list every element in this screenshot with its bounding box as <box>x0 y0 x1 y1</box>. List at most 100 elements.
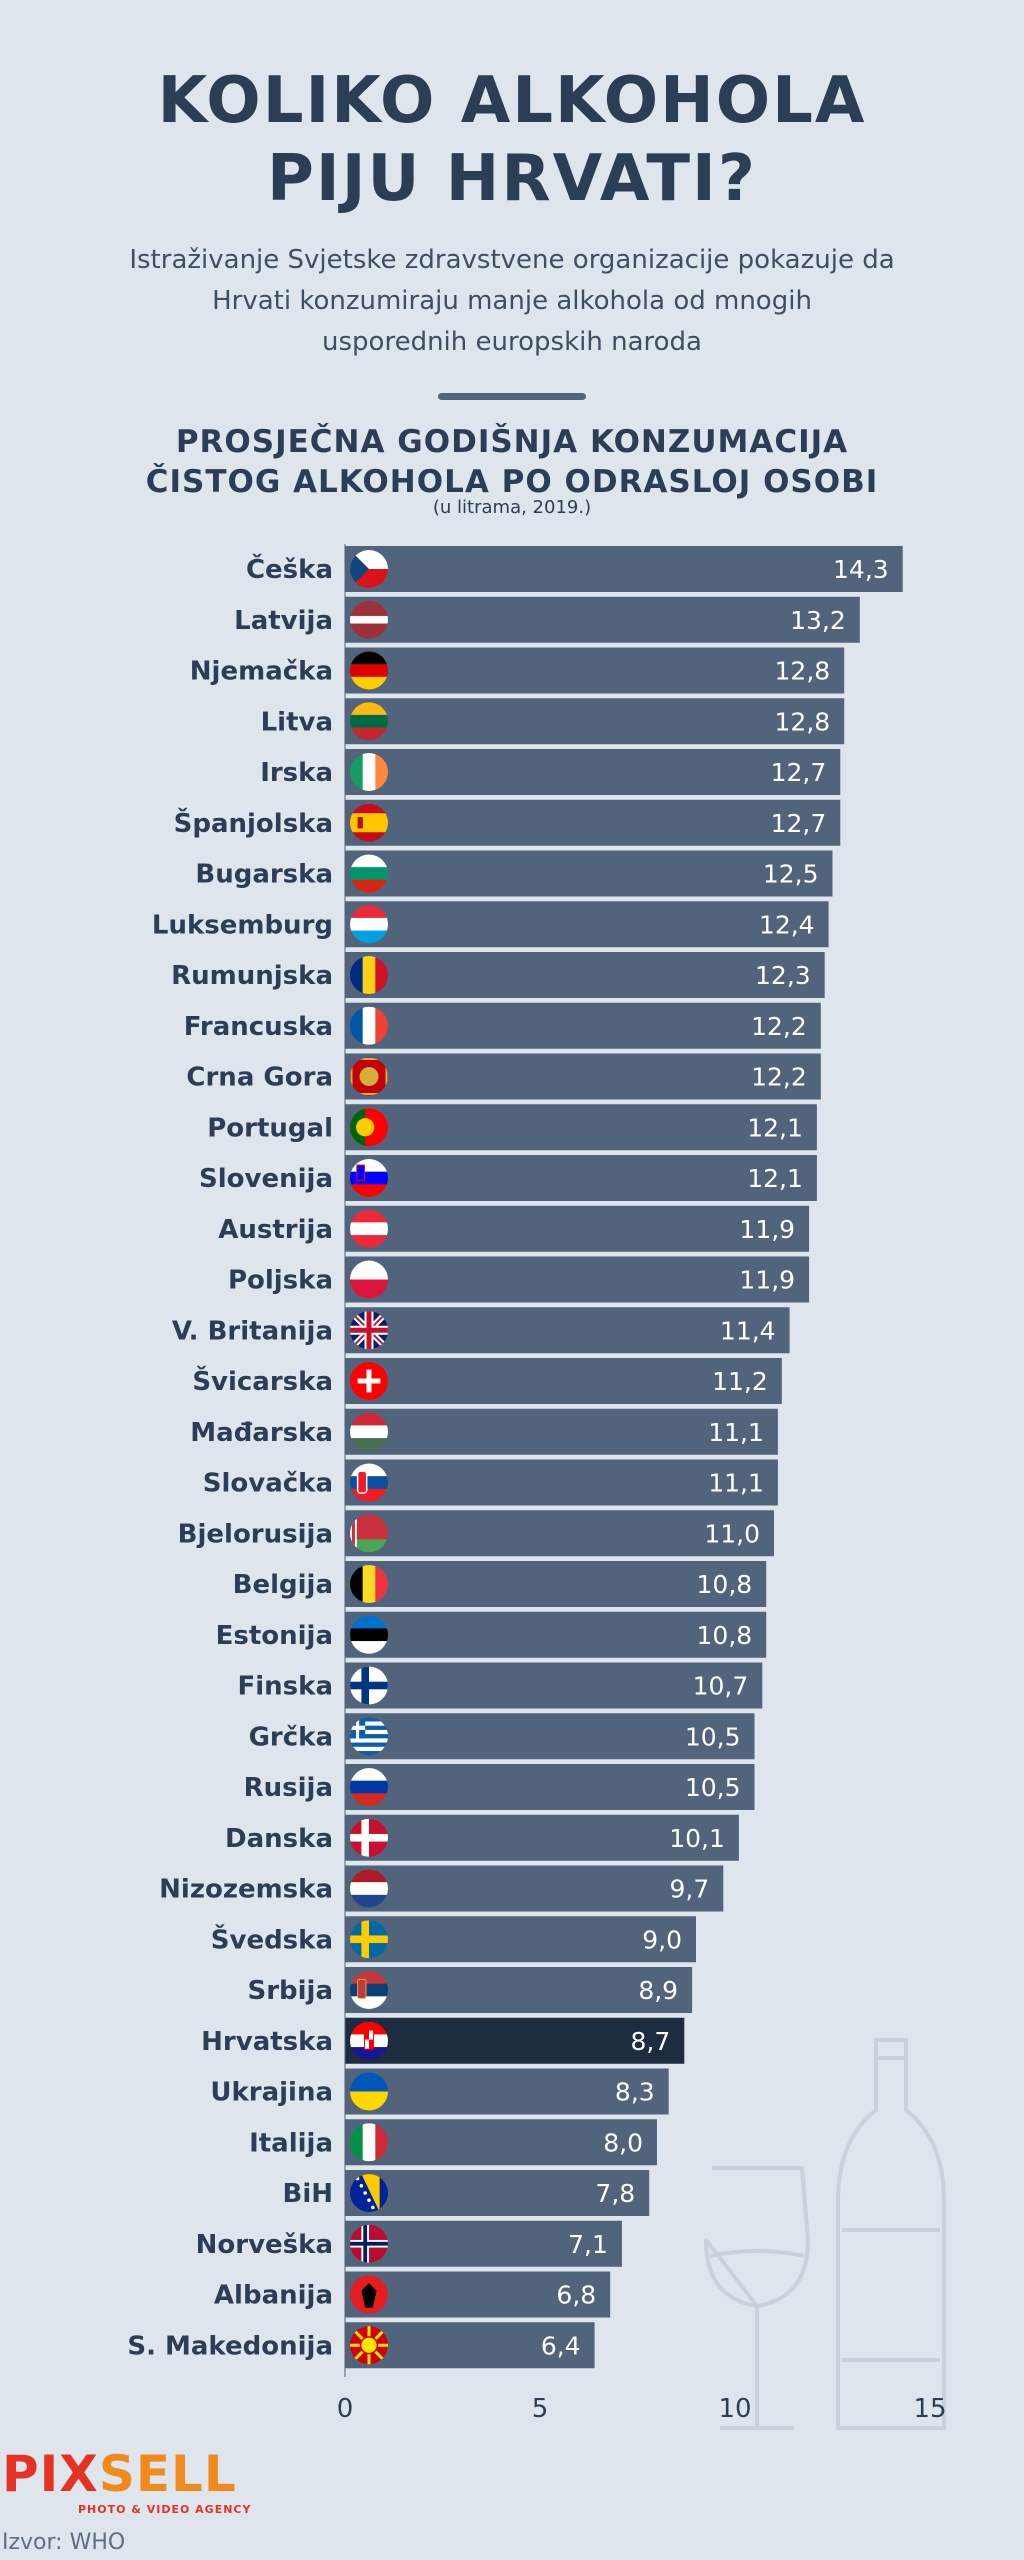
category-label: Bjelorusija <box>178 1519 333 1549</box>
value-label: 9,0 <box>642 1925 682 1954</box>
flag-si-icon <box>350 1159 388 1197</box>
bar-row: Slovenija 12,1 <box>199 1155 817 1201</box>
bar-row: Češka 14,3 <box>246 546 903 592</box>
bar-row: Luksemburg 12,4 <box>152 901 829 948</box>
bar-row: Poljska 11,9 <box>228 1256 810 1303</box>
x-tick-label: 10 <box>718 2394 751 2424</box>
value-label: 11,9 <box>739 1215 795 1244</box>
bar <box>345 1205 810 1252</box>
category-label: Ukrajina <box>210 2078 333 2108</box>
bar <box>345 2220 622 2267</box>
value-label: 11,2 <box>712 1367 768 1396</box>
chart-title: PROSJEČNA GODIŠNJA KONZUMACIJA ČISTOG AL… <box>0 422 1024 502</box>
category-label: Portugal <box>207 1113 333 1143</box>
chart-unit-note: (u litrama, 2019.) <box>432 497 592 518</box>
pixsell-logo: PIXSELL <box>2 2446 237 2502</box>
bar-row: Švedska 9,0 <box>211 1916 696 1963</box>
value-label: 12,2 <box>751 1063 807 1092</box>
title-line-2: PIJU HRVATI? <box>267 142 757 216</box>
category-label: Rumunjska <box>171 961 333 991</box>
category-label: Grčka <box>249 1722 333 1752</box>
flag-gb-icon <box>350 1311 388 1350</box>
logo-part-2: SELL <box>98 2445 237 2503</box>
bar-row: Litva 12,8 <box>261 698 845 745</box>
value-label: 7,1 <box>568 2230 608 2259</box>
flag-es-icon <box>350 803 388 842</box>
flag-se-icon <box>350 1920 388 1959</box>
value-label: 12,1 <box>747 1164 803 1193</box>
flag-lu-icon <box>350 905 388 944</box>
bar-row: Albanija 6,8 <box>214 2271 611 2318</box>
value-label: 12,5 <box>763 860 819 889</box>
x-tick-label: 15 <box>913 2394 946 2424</box>
flag-al-icon <box>350 2275 388 2314</box>
bars-group: Češka 14,3 Latvija 13,2 Njemačka 12,8 Litva 12,… <box>127 546 903 2369</box>
bar <box>345 647 845 694</box>
category-label: Albanija <box>214 2281 333 2311</box>
wine-glass-icon <box>704 2166 810 2430</box>
bar <box>345 2119 657 2166</box>
flag-pl-icon <box>350 1260 388 1299</box>
bar-row: Irska 12,7 <box>260 749 841 795</box>
value-label: 11,1 <box>708 1469 764 1498</box>
category-label: Irska <box>260 758 333 788</box>
bar <box>345 2271 611 2318</box>
bar <box>345 1916 696 1963</box>
bar-row: Danska 10,1 <box>225 1814 739 1861</box>
bar <box>345 1662 763 1709</box>
value-label: 12,8 <box>775 657 831 686</box>
bar <box>345 546 903 592</box>
bar <box>345 1459 778 1506</box>
category-label: Švedska <box>211 1923 333 1955</box>
flag-ee-icon <box>350 1615 388 1654</box>
category-label: Estonija <box>216 1621 333 1651</box>
x-axis: 0 5 10 15 <box>337 544 947 2424</box>
value-label: 10,5 <box>685 1773 741 1802</box>
bar <box>345 2170 650 2216</box>
value-label: 10,1 <box>669 1824 725 1853</box>
category-label: Bugarska <box>195 860 333 890</box>
bar <box>345 749 841 795</box>
category-label: S. Makedonija <box>127 2331 333 2361</box>
divider <box>438 393 586 400</box>
category-label: Češka <box>246 553 333 585</box>
flag-bg-icon <box>350 854 388 893</box>
value-label: 7,8 <box>595 2179 635 2208</box>
flag-hr-icon <box>350 2021 388 2060</box>
bar-row: Finska 10,7 <box>238 1662 763 1709</box>
value-label: 12,7 <box>771 758 827 787</box>
bar <box>345 1358 782 1404</box>
bar-row: Bjelorusija 11,0 <box>178 1510 774 1557</box>
bar <box>345 1510 774 1557</box>
value-label: 6,8 <box>556 2281 596 2310</box>
bar-row: Grčka 10,5 <box>249 1713 755 1760</box>
category-label: Njemačka <box>190 657 333 687</box>
value-label: 12,2 <box>751 1012 807 1041</box>
bar <box>345 1002 821 1049</box>
bar-row: Slovačka 11,1 <box>203 1459 778 1506</box>
subtitle: Istraživanje Svjetske zdravstvene organi… <box>40 240 984 363</box>
value-label: 12,4 <box>759 910 815 939</box>
bar <box>345 1256 810 1303</box>
bar-row: Švicarska 11,2 <box>192 1358 782 1404</box>
bar-row: Austrija 11,9 <box>218 1205 810 1252</box>
flag-dk-icon <box>350 1818 388 1857</box>
category-label: Rusija <box>244 1773 333 1803</box>
bar <box>345 799 841 846</box>
flag-ba-icon <box>350 2174 388 2212</box>
category-label: Švicarska <box>192 1365 333 1397</box>
category-label: Crna Gora <box>186 1063 333 1093</box>
bar <box>345 1967 693 2013</box>
x-tick-label: 0 <box>337 2394 354 2424</box>
bar <box>345 952 825 998</box>
category-label: Španjolska <box>174 807 333 839</box>
bar-row: Belgija 10,8 <box>233 1561 767 1607</box>
flag-nl-icon <box>350 1869 388 1908</box>
value-label: 11,9 <box>739 1266 795 1295</box>
chart-title-line-2: ČISTOG ALKOHOLA PO ODRASLOJ OSOBI <box>145 464 879 500</box>
bar-row: Mađarska 11,1 <box>190 1408 778 1455</box>
value-label: 10,7 <box>693 1672 749 1701</box>
bar-row: Francuska 12,2 <box>184 1002 821 1049</box>
title-line-1: KOLIKO ALKOHOLA <box>157 64 867 138</box>
flag-gr-icon <box>350 1717 388 1756</box>
